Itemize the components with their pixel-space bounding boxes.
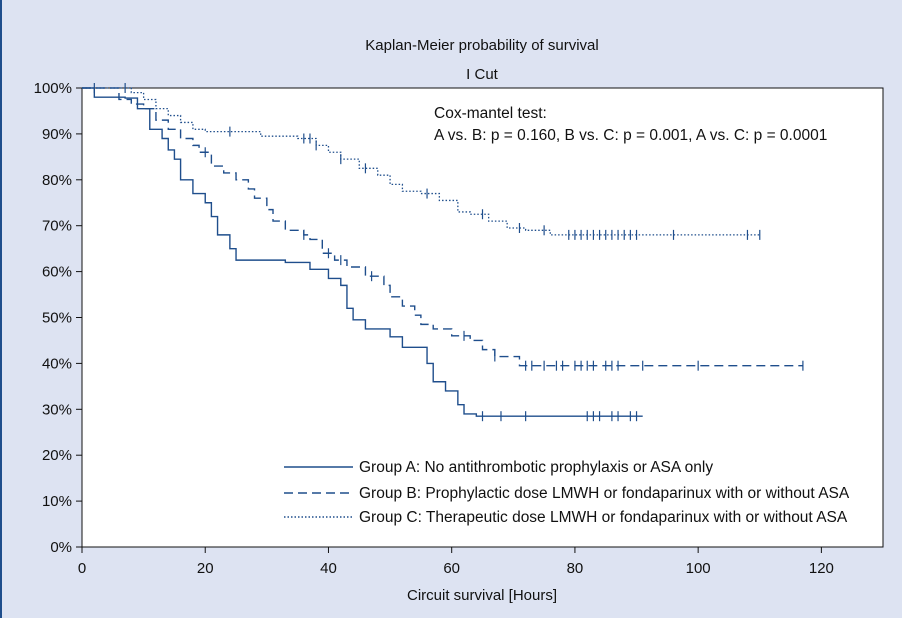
y-tick-label: 10% bbox=[42, 493, 72, 510]
x-tick-label: 40 bbox=[320, 560, 337, 577]
x-tick-label: 60 bbox=[443, 560, 460, 577]
y-tick-label: 50% bbox=[42, 310, 72, 327]
y-tick-label: 40% bbox=[42, 355, 72, 372]
group-b-legend-label: Group B: Prophylactic dose LMWH or fonda… bbox=[359, 485, 850, 502]
group-a-legend-label: Group A: No antithrombotic prophylaxis o… bbox=[359, 459, 713, 476]
x-axis-label: Circuit survival [Hours] bbox=[407, 587, 557, 604]
y-tick-label: 30% bbox=[42, 401, 72, 418]
y-tick-label: 90% bbox=[42, 126, 72, 143]
plot-area bbox=[81, 87, 884, 548]
chart-title: Kaplan-Meier probability of survival bbox=[365, 37, 598, 54]
annotation-line-2: A vs. B: p = 0.160, B vs. C: p = 0.001, … bbox=[434, 127, 827, 144]
y-tick-label: 20% bbox=[42, 447, 72, 464]
y-tick-label: 0% bbox=[50, 539, 72, 556]
group-c-survival-line bbox=[82, 87, 760, 236]
y-axis: 0% 10% 20% 30% 40% 50% 60% 70% 80% 90% 100% bbox=[34, 80, 82, 556]
x-axis: 0 20 40 60 80 100 120 bbox=[78, 547, 834, 577]
group-a-survival-line bbox=[82, 87, 643, 417]
y-tick-label: 100% bbox=[34, 80, 72, 97]
y-tick-label: 80% bbox=[42, 172, 72, 189]
x-tick-label: 0 bbox=[78, 560, 86, 577]
chart-subtitle: I Cut bbox=[466, 66, 499, 83]
x-tick-label: 20 bbox=[197, 560, 214, 577]
series-layer bbox=[82, 83, 804, 422]
annotation-line-1: Cox-mantel test: bbox=[434, 105, 547, 122]
group-c-legend-label: Group C: Therapeutic dose LMWH or fondap… bbox=[359, 509, 848, 526]
x-tick-label: 120 bbox=[809, 560, 834, 577]
legend: Group A: No antithrombotic prophylaxis o… bbox=[284, 459, 850, 526]
x-tick-label: 100 bbox=[686, 560, 711, 577]
y-tick-label: 70% bbox=[42, 218, 72, 235]
y-tick-label: 60% bbox=[42, 264, 72, 281]
x-tick-label: 80 bbox=[567, 560, 584, 577]
